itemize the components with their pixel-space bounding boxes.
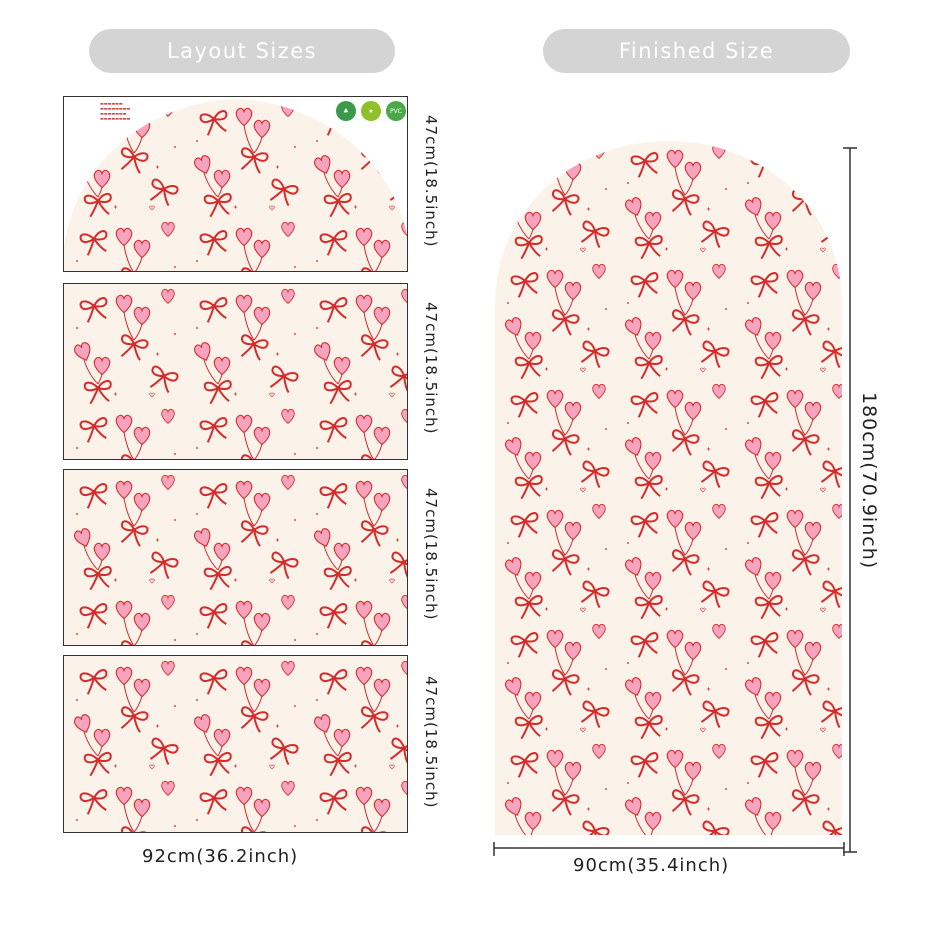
panel-1-height-label: 47cm(18.5inch) <box>422 115 440 248</box>
half-dome-pattern <box>64 99 407 271</box>
arch-pattern <box>495 141 842 835</box>
layout-width-label: 92cm(36.2inch) <box>142 846 299 867</box>
eco-icon: ♣ <box>336 101 356 121</box>
panel-4-height-label: 47cm(18.5inch) <box>422 676 440 809</box>
panel-2-height-label: 47cm(18.5inch) <box>422 302 440 435</box>
pvc-icon: PVC <box>386 101 406 121</box>
height-dimension-line <box>843 147 857 853</box>
finished-height-label: 180cm(70.9inch) <box>858 392 880 570</box>
layout-panel-3 <box>63 469 408 646</box>
layout-panel-1: ▬▬▬▬▬▬ ▬▬▬▬▬▬▬▬ ▬▬▬▬▬▬▬ ▬▬▬▬▬▬▬▬ ♣ ★ PVC <box>63 96 408 272</box>
finished-arch <box>495 139 842 835</box>
layout-panel-2 <box>63 283 408 460</box>
finished-size-header: Finished Size <box>543 29 850 73</box>
layout-panel-4 <box>63 655 408 833</box>
pattern-fill <box>64 656 407 832</box>
pattern-fill <box>64 470 407 645</box>
panel-3-height-label: 47cm(18.5inch) <box>422 488 440 621</box>
quality-icon: ★ <box>361 101 381 121</box>
finished-width-label: 90cm(35.4inch) <box>573 855 730 876</box>
instruction-text: ▬▬▬▬▬▬ ▬▬▬▬▬▬▬▬ ▬▬▬▬▬▬▬ ▬▬▬▬▬▬▬▬ <box>100 101 131 121</box>
layout-sizes-header: Layout Sizes <box>89 29 395 73</box>
pattern-fill <box>64 284 407 459</box>
width-dimension-line <box>493 842 845 856</box>
